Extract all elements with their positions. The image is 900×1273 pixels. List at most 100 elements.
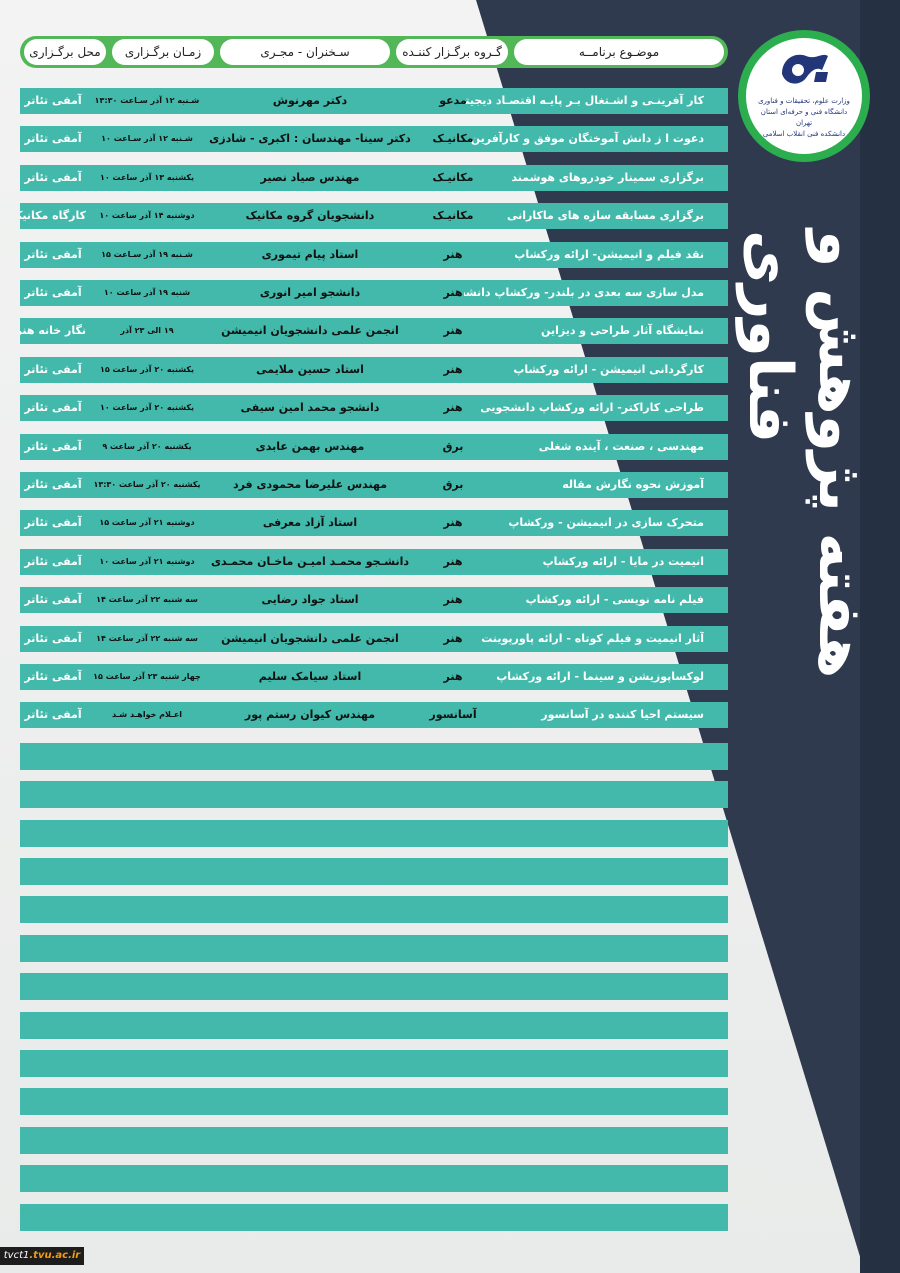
event-speaker: دکتر مهرنوش <box>272 94 348 107</box>
logo-line-1: وزارت علوم، تحقیقات و فناوری <box>758 97 850 105</box>
event-venue: آمفی تئاتر <box>24 401 82 414</box>
event-time: دوشنبه ۲۱ آذر ساعت ۱۵ <box>99 518 195 527</box>
footer-url: tvct1.tvu.ac.ir <box>0 1247 84 1265</box>
empty-row <box>20 935 728 962</box>
event-group: مکانیـک <box>432 209 474 222</box>
university-logo: وزارت علوم، تحقیقات و فناوری دانشگاه فنی… <box>738 30 870 162</box>
event-venue: کارگاه مکانیک <box>20 209 86 222</box>
table-row: آموزش نحوه نگارش مقاله برق مهندس علیرضا مح… <box>20 472 728 498</box>
event-speaker: استاد حسین ملایمی <box>256 363 364 376</box>
empty-row <box>20 1050 728 1077</box>
event-speaker: انجمن علمی دانشجویان انیمیشن <box>221 632 399 645</box>
logo-emblem-icon <box>782 54 828 84</box>
event-topic: لوکساپوزیشن و سینما - ارائه ورکشاپ <box>496 670 704 683</box>
event-topic: مهندسی ، صنعت ، آینده شغلی <box>538 440 704 453</box>
table-row: کارگردانی انیمیشن - ارائه ورکشاپ هنر استاد… <box>20 357 728 383</box>
event-venue: آمفی تئاتر <box>24 132 82 145</box>
event-time: شـنبه ۱۲ آذر سـاعت ۱۳:۳۰ <box>94 96 200 105</box>
event-venue: آمفی تئاتر <box>24 286 82 299</box>
event-topic: کارگردانی انیمیشن - ارائه ورکشاپ <box>513 363 704 376</box>
event-group: هنر <box>443 593 463 606</box>
event-group: هنر <box>443 516 463 529</box>
empty-row <box>20 820 728 847</box>
logo-line-2: دانشگاه فنی و حرفه‌ای استان تهران <box>760 108 848 127</box>
event-speaker: دانشجو امیر انوری <box>259 286 361 299</box>
event-time: یکشنبه ۱۳ آذر ساعت ۱۰ <box>99 173 195 182</box>
table-row: آثار انیمیت و فیلم کوتاه - ارائه پاورپوی… <box>20 626 728 652</box>
event-venue: آمفی تئاتر <box>24 248 82 261</box>
event-speaker: مهندس بهمن عابدی <box>255 440 365 453</box>
event-time: دوشنبه ۲۱ آذر ساعت ۱۰ <box>99 557 195 566</box>
empty-row <box>20 973 728 1000</box>
table-row: مدل سازی سه بعدی در بلندر- ورکشاپ دانشجو… <box>20 280 728 306</box>
event-topic: دعوت ا ز دانش آموختگان موفق و کارآفرین <box>470 132 704 145</box>
event-time: ۱۹ الی ۲۳ آذر <box>120 326 174 335</box>
event-venue: آمفی تئاتر <box>24 440 82 453</box>
empty-row <box>20 858 728 885</box>
event-topic: متحرک سازی در انیمیشن - ورکشاپ <box>508 516 704 529</box>
event-group: هنر <box>443 670 463 683</box>
event-topic: انیمیت در مایا - ارائه ورکشاپ <box>542 555 704 568</box>
title-panel-edge <box>860 0 900 1273</box>
footer-url-prefix: tvct1 <box>3 1250 30 1261</box>
header-topic: موضـوع برنامــه <box>514 39 724 65</box>
event-speaker: استاد سیامک سلیم <box>258 670 362 683</box>
event-group: مکانیـک <box>432 171 474 184</box>
event-topic: برگزاری مسابقه سازه های ماکارانی <box>506 209 704 222</box>
event-speaker: انجمن علمی دانشجویان انیمیشن <box>221 324 399 337</box>
empty-row <box>20 781 728 808</box>
event-speaker: استاد آزاد معرفی <box>262 516 358 529</box>
event-topic: برگزاری سمینار خودروهای هوشمند <box>511 171 704 184</box>
event-time: اعـلام خواهـد شـد <box>111 710 183 719</box>
event-speaker: استاد پیام تیموری <box>261 248 359 261</box>
header-group: گـروه برگـزار کننـده <box>396 39 508 65</box>
event-time: یکشنبه ۲۰ آذر ساعت ۱۳:۳۰ <box>93 480 201 489</box>
event-group: هنر <box>443 401 463 414</box>
table-row: برگزاری مسابقه سازه های ماکارانی مکانیـک د… <box>20 203 728 229</box>
event-speaker: دکتر سینا- مهندسان : اکبری - شادزی <box>209 132 411 145</box>
table-row: انیمیت در مایا - ارائه ورکشاپ هنر دانشـجو … <box>20 549 728 575</box>
event-speaker: مهندس علیرضا محمودی فرد <box>232 478 388 491</box>
event-time: سه شنبه ۲۲ آذر ساعت ۱۴ <box>96 595 198 604</box>
table-row: طراحی کاراکتر- ارائه ورکشاپ دانشجویی هنر د… <box>20 395 728 421</box>
event-time: یکشنبه ۲۰ آذر ساعت ۱۵ <box>99 365 195 374</box>
event-venue: آمفی تئاتر <box>24 171 82 184</box>
event-speaker: دانشـجو محمـد امیـن ماخـان محمـدی <box>210 555 410 568</box>
event-venue: آمفی تئاتر <box>24 516 82 529</box>
event-venue: آمفی تئاتر <box>24 632 82 645</box>
table-row: فیلم نامه نویسی - ارائه ورکشاپ هنر استاد ج… <box>20 587 728 613</box>
event-venue: آمفی تئاتر <box>24 478 82 491</box>
event-topic: فیلم نامه نویسی - ارائه ورکشاپ <box>525 593 704 606</box>
event-venue: آمفی تئاتر <box>24 670 82 683</box>
event-time: چهار شنبه ۲۳ آذر ساعت ۱۵ <box>93 672 201 681</box>
event-group: مکانیـک <box>432 132 474 145</box>
event-group: هنر <box>443 324 463 337</box>
logo-line-3: دانشکده فنی انقلاب اسلامی <box>762 130 846 138</box>
event-group: برق <box>442 478 464 491</box>
table-row: سیستم احیا کننده در آسانسور آسانسور مهندس … <box>20 702 728 728</box>
event-time: شـنبه ۱۹ آذر سـاعت ۱۵ <box>101 250 193 259</box>
empty-row <box>20 1165 728 1192</box>
event-topic: سیستم احیا کننده در آسانسور <box>541 708 704 721</box>
empty-row <box>20 1088 728 1115</box>
event-venue: آمفی تئاتر <box>24 363 82 376</box>
event-group: آسانسور <box>429 708 477 721</box>
table-row: نقد فیلم و انیمیشن- ارائه ورکشاپ هنر استاد… <box>20 242 728 268</box>
event-topic: نمایشگاه آثار طراحی و دیزاین <box>541 324 704 337</box>
header-venue: محل برگـزاری <box>24 39 106 65</box>
event-time: دوشنبه ۱۴ آذر ساعت ۱۰ <box>99 211 195 220</box>
empty-row <box>20 1127 728 1154</box>
empty-row <box>20 1012 728 1039</box>
event-venue: نگار خانه هنر <box>20 324 86 337</box>
event-time: شنبه ۱۹ آذر ساعت ۱۰ <box>103 288 191 297</box>
table-row: مهندسی ، صنعت ، آینده شغلی برق مهندس بهمن … <box>20 434 728 460</box>
event-group: هنر <box>443 286 463 299</box>
event-time: یکشنبه ۲۰ آذر ساعت ۹ <box>102 442 192 451</box>
event-venue: آمفی تئاتر <box>24 94 82 107</box>
table-header: موضـوع برنامــه گـروه برگـزار کننـده سـخ… <box>20 36 728 68</box>
table-row: نمایشگاه آثار طراحی و دیزاین هنر انجمن علم… <box>20 318 728 344</box>
empty-row <box>20 1204 728 1231</box>
table-row: کار آفرینـی و اشـتغال بـر پایـه اقتصـاد … <box>20 88 728 114</box>
event-group: مدعو <box>439 94 467 107</box>
event-topic: نقد فیلم و انیمیشن- ارائه ورکشاپ <box>514 248 704 261</box>
